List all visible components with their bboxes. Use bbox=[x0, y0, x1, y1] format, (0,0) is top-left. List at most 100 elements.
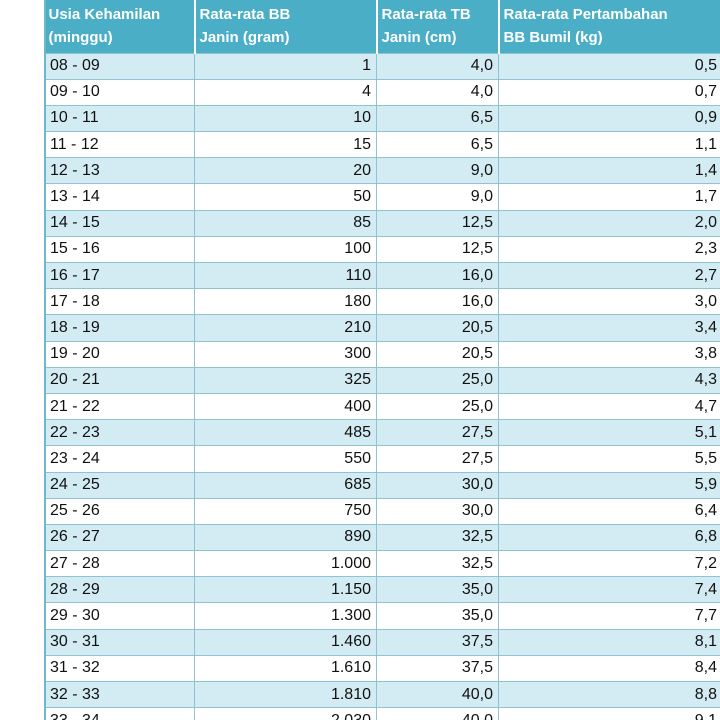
fetal-growth-table: Usia Kehamilan (minggu) Rata-rata BB Jan… bbox=[44, 0, 720, 720]
cell-fetal-length: 32,5 bbox=[376, 550, 499, 578]
cell-maternal-weight-gain: 8,4 bbox=[498, 654, 720, 683]
cell-fetal-length: 35,0 bbox=[376, 602, 499, 630]
cell-gestational-age: 17 - 18 bbox=[44, 288, 195, 316]
cell-fetal-length: 9,0 bbox=[376, 183, 499, 211]
cell-maternal-weight-gain: 6,8 bbox=[498, 523, 720, 552]
table-body: 08 - 09 1 4,0 0,5 09 - 10 4 4,0 0,7 10 - 11 10 6,5… bbox=[44, 52, 720, 720]
table-row: 11 - 12 15 6,5 1,1 bbox=[44, 131, 720, 159]
cell-maternal-weight-gain: 3,8 bbox=[498, 340, 720, 368]
cell-fetal-weight: 890 bbox=[194, 523, 377, 552]
cell-gestational-age: 29 - 30 bbox=[44, 602, 195, 630]
cell-fetal-length: 27,5 bbox=[376, 445, 499, 473]
cell-maternal-weight-gain: 1,4 bbox=[498, 157, 720, 185]
cell-fetal-weight: 180 bbox=[194, 288, 377, 316]
cell-fetal-weight: 110 bbox=[194, 261, 377, 290]
cell-gestational-age: 11 - 12 bbox=[44, 131, 195, 159]
cell-fetal-weight: 300 bbox=[194, 340, 377, 368]
cell-gestational-age: 27 - 28 bbox=[44, 550, 195, 578]
table-row: 18 - 19 210 20,5 3,4 bbox=[44, 314, 720, 342]
cell-fetal-weight: 1.150 bbox=[194, 576, 377, 604]
cell-fetal-length: 20,5 bbox=[376, 340, 499, 368]
cell-fetal-length: 32,5 bbox=[376, 523, 499, 552]
cell-fetal-weight: 325 bbox=[194, 366, 377, 394]
cell-maternal-weight-gain: 4,7 bbox=[498, 392, 720, 421]
table-row: 17 - 18 180 16,0 3,0 bbox=[44, 288, 720, 316]
table-row: 24 - 25 685 30,0 5,9 bbox=[44, 471, 720, 499]
cell-gestational-age: 32 - 33 bbox=[44, 680, 195, 709]
cell-maternal-weight-gain: 7,7 bbox=[498, 602, 720, 630]
cell-fetal-weight: 685 bbox=[194, 471, 377, 499]
table-row: 21 - 22 400 25,0 4,7 bbox=[44, 392, 720, 421]
cell-maternal-weight-gain: 5,5 bbox=[498, 445, 720, 473]
cell-fetal-length: 25,0 bbox=[376, 392, 499, 421]
table-row: 31 - 32 1.610 37,5 8,4 bbox=[44, 654, 720, 683]
table-row: 32 - 33 1.810 40,0 8,8 bbox=[44, 680, 720, 709]
cell-gestational-age: 28 - 29 bbox=[44, 576, 195, 604]
cell-fetal-length: 20,5 bbox=[376, 314, 499, 342]
table-row: 29 - 30 1.300 35,0 7,7 bbox=[44, 602, 720, 630]
cell-maternal-weight-gain: 0,9 bbox=[498, 104, 720, 133]
table-row: 20 - 21 325 25,0 4,3 bbox=[44, 366, 720, 394]
cell-maternal-weight-gain: 4,3 bbox=[498, 366, 720, 394]
table-row: 26 - 27 890 32,5 6,8 bbox=[44, 523, 720, 552]
cell-fetal-weight: 1.810 bbox=[194, 680, 377, 709]
cell-fetal-length: 6,5 bbox=[376, 131, 499, 159]
cell-maternal-weight-gain: 7,4 bbox=[498, 576, 720, 604]
cell-fetal-weight: 15 bbox=[194, 131, 377, 159]
cell-gestational-age: 25 - 26 bbox=[44, 497, 195, 525]
table-row: 10 - 11 10 6,5 0,9 bbox=[44, 104, 720, 133]
cell-gestational-age: 21 - 22 bbox=[44, 392, 195, 421]
table-row: 22 - 23 485 27,5 5,1 bbox=[44, 419, 720, 447]
cell-gestational-age: 15 - 16 bbox=[44, 235, 195, 264]
cell-fetal-weight: 550 bbox=[194, 445, 377, 473]
cell-gestational-age: 33 - 34 bbox=[44, 707, 195, 720]
table-row: 25 - 26 750 30,0 6,4 bbox=[44, 497, 720, 525]
cell-fetal-weight: 1.000 bbox=[194, 550, 377, 578]
cell-maternal-weight-gain: 3,0 bbox=[498, 288, 720, 316]
cell-maternal-weight-gain: 2,7 bbox=[498, 261, 720, 290]
header-fetal-weight: Rata-rata BB Janin (gram) bbox=[194, 0, 378, 53]
cell-fetal-weight: 4 bbox=[194, 78, 377, 106]
cell-gestational-age: 31 - 32 bbox=[44, 654, 195, 683]
header-maternal-weight-gain: Rata-rata Pertambahan BB Bumil (kg) bbox=[498, 0, 720, 53]
cell-fetal-length: 16,0 bbox=[376, 288, 499, 316]
cell-fetal-length: 12,5 bbox=[376, 209, 499, 237]
table-row: 14 - 15 85 12,5 2,0 bbox=[44, 209, 720, 237]
cell-fetal-weight: 100 bbox=[194, 235, 377, 264]
table-row: 09 - 10 4 4,0 0,7 bbox=[44, 78, 720, 106]
header-fetal-length: Rata-rata TB Janin (cm) bbox=[376, 0, 500, 53]
table-row: 13 - 14 50 9,0 1,7 bbox=[44, 183, 720, 211]
cell-maternal-weight-gain: 2,3 bbox=[498, 235, 720, 264]
cell-gestational-age: 16 - 17 bbox=[44, 261, 195, 290]
cell-fetal-length: 30,0 bbox=[376, 497, 499, 525]
cell-gestational-age: 30 - 31 bbox=[44, 628, 195, 656]
cell-fetal-length: 16,0 bbox=[376, 261, 499, 290]
table-row: 28 - 29 1.150 35,0 7,4 bbox=[44, 576, 720, 604]
cell-fetal-length: 9,0 bbox=[376, 157, 499, 185]
cell-fetal-weight: 750 bbox=[194, 497, 377, 525]
cell-maternal-weight-gain: 5,9 bbox=[498, 471, 720, 499]
cell-fetal-weight: 1.610 bbox=[194, 654, 377, 683]
cell-fetal-weight: 10 bbox=[194, 104, 377, 133]
cell-gestational-age: 08 - 09 bbox=[44, 52, 195, 80]
cell-fetal-weight: 20 bbox=[194, 157, 377, 185]
cell-fetal-weight: 1.300 bbox=[194, 602, 377, 630]
cell-fetal-weight: 1 bbox=[194, 52, 377, 80]
cell-gestational-age: 20 - 21 bbox=[44, 366, 195, 394]
cell-maternal-weight-gain: 8,1 bbox=[498, 628, 720, 656]
cell-fetal-length: 6,5 bbox=[376, 104, 499, 133]
cell-fetal-length: 25,0 bbox=[376, 366, 499, 394]
cell-fetal-length: 4,0 bbox=[376, 52, 499, 80]
table-left-border bbox=[44, 0, 46, 720]
cell-gestational-age: 12 - 13 bbox=[44, 157, 195, 185]
cell-maternal-weight-gain: 1,7 bbox=[498, 183, 720, 211]
table-row: 23 - 24 550 27,5 5,5 bbox=[44, 445, 720, 473]
table-row: 27 - 28 1.000 32,5 7,2 bbox=[44, 550, 720, 578]
cell-fetal-weight: 210 bbox=[194, 314, 377, 342]
cell-fetal-weight: 85 bbox=[194, 209, 377, 237]
table-row: 33 - 342.03040,09,1 bbox=[44, 707, 720, 720]
cell-gestational-age: 26 - 27 bbox=[44, 523, 195, 552]
cell-gestational-age: 19 - 20 bbox=[44, 340, 195, 368]
cell-gestational-age: 13 - 14 bbox=[44, 183, 195, 211]
